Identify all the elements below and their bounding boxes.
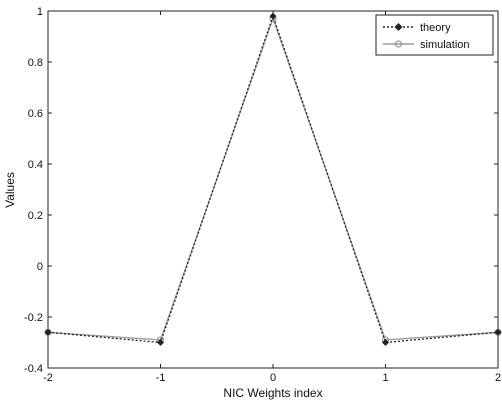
- series-layer: [44, 12, 502, 346]
- legend-marker-theory: [394, 23, 403, 31]
- x-tick-label: 0: [270, 372, 276, 384]
- data-point-theory: [382, 339, 389, 346]
- data-point-theory: [157, 339, 164, 346]
- y-tick-label: -0.2: [24, 312, 43, 324]
- legend: theory simulation: [375, 14, 494, 56]
- y-tick-label: -0.4: [24, 363, 43, 375]
- data-point-theory: [269, 12, 277, 20]
- data-point-theory: [44, 328, 52, 336]
- y-tick-label: 0.6: [28, 108, 43, 120]
- legend-box: [375, 14, 494, 56]
- y-tick-label: 0.4: [28, 159, 43, 171]
- plot-area: [47, 10, 499, 369]
- x-tick-label: 1: [382, 372, 388, 384]
- y-axis-label: Values: [3, 172, 17, 208]
- legend-label-simulation: simulation: [420, 39, 470, 51]
- y-tick-label: 0: [37, 261, 43, 273]
- legend-marker-simulation: [394, 40, 403, 48]
- x-tick-label: -2: [43, 372, 53, 384]
- series-theory: [44, 12, 502, 346]
- series-line-theory: [47, 14, 499, 344]
- y-axis-ticks: -0.4 -0.2 0 0.2 0.4 0.6 0.8 1: [24, 6, 498, 375]
- y-tick-label: 1: [37, 6, 43, 18]
- x-tick-label: 2: [495, 372, 501, 384]
- data-point-theory: [494, 328, 502, 336]
- legend-label-theory: theory: [420, 22, 451, 34]
- y-tick-label: 0.2: [28, 210, 43, 222]
- y-tick-label: 0.8: [28, 57, 43, 69]
- plot-frame: [47, 10, 499, 369]
- x-axis-ticks: -2 -1 0 1 2: [43, 11, 501, 384]
- x-tick-label: -1: [156, 372, 166, 384]
- x-axis-label: NIC Weights index: [223, 386, 322, 400]
